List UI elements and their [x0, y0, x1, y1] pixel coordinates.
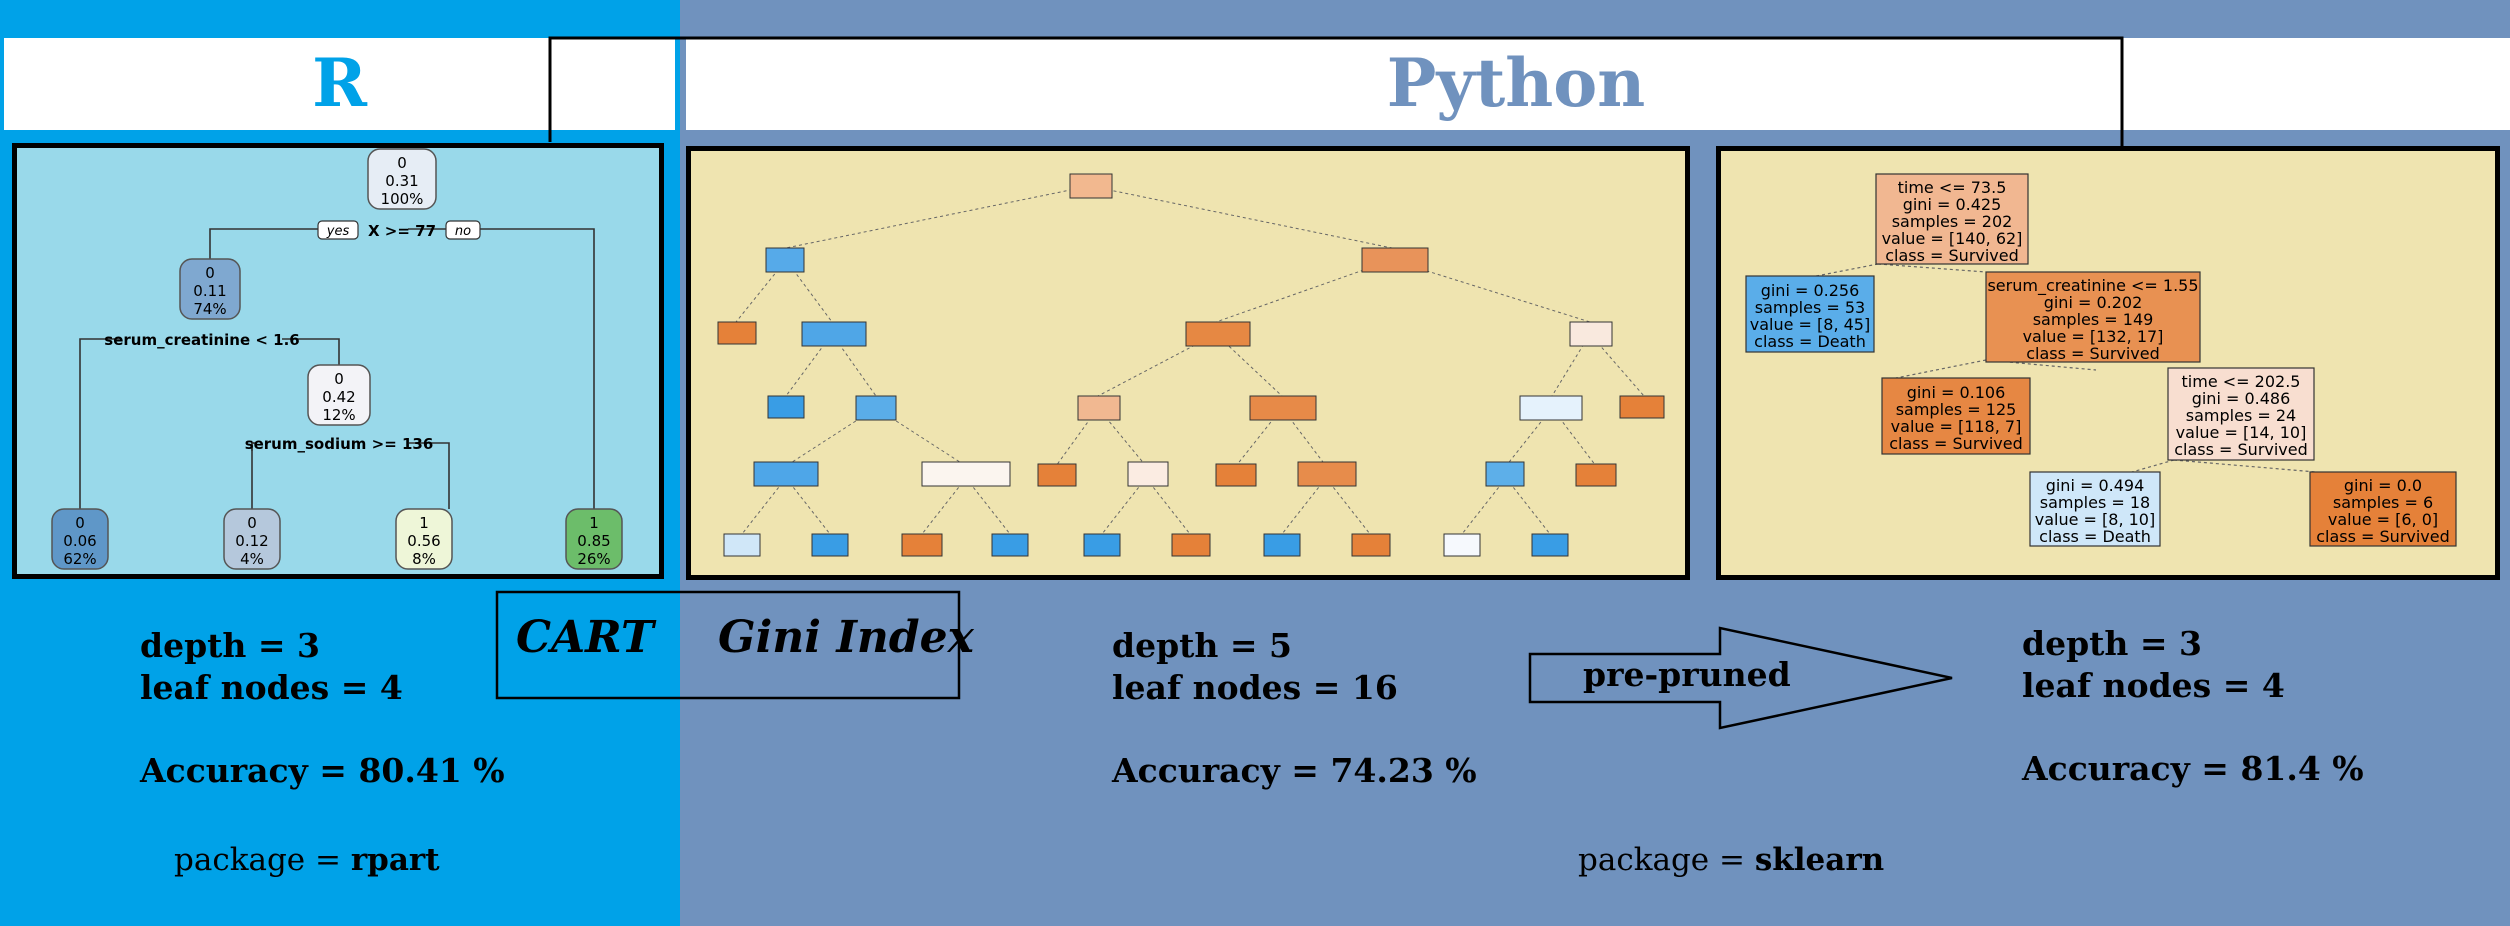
svg-text:gini = 0.256: gini = 0.256	[1761, 281, 1860, 300]
r-split-1: X >= 77	[368, 222, 436, 240]
svg-text:gini = 0.106: gini = 0.106	[1907, 383, 2006, 402]
svg-text:74%: 74%	[193, 300, 226, 318]
r-split-2: serum_creatinine < 1.6	[104, 331, 299, 349]
svg-text:1: 1	[419, 514, 429, 532]
pruned-node-6	[2309, 471, 2457, 547]
svg-text:time <= 202.5: time <= 202.5	[2182, 372, 2301, 391]
svg-text:samples = 24: samples = 24	[2186, 406, 2296, 425]
svg-text:samples = 53: samples = 53	[1755, 298, 1865, 317]
svg-text:0: 0	[397, 154, 407, 172]
svg-text:time <= 73.5: time <= 73.5	[1898, 178, 2007, 197]
python-full-depth: depth = 5	[1112, 626, 1292, 665]
r-banner: R	[4, 38, 675, 130]
svg-text:class = Survived: class = Survived	[2174, 440, 2308, 459]
r-leaf-3	[395, 508, 453, 570]
r-node-2	[179, 258, 241, 320]
python-full-tree-panel	[686, 146, 1690, 580]
pre-pruned-label: pre-pruned	[1583, 655, 1791, 694]
python-banner: Python	[686, 38, 2510, 130]
svg-text:samples = 202: samples = 202	[1892, 212, 2013, 231]
python-package: package = sklearn	[1578, 842, 1885, 878]
svg-text:samples = 6: samples = 6	[2333, 493, 2433, 512]
pruned-node-3	[1881, 377, 2031, 455]
svg-text:0.56: 0.56	[407, 532, 440, 550]
gini-index-label: Gini Index	[718, 612, 974, 663]
svg-text:class = Death: class = Death	[2039, 527, 2151, 546]
svg-text:yes: yes	[326, 224, 350, 239]
r-title: R	[312, 44, 367, 122]
svg-text:value = [8, 45]: value = [8, 45]	[1750, 315, 1870, 334]
pruned-node-5	[2029, 471, 2161, 547]
svg-text:gini = 0.486: gini = 0.486	[2192, 389, 2291, 408]
python-full-accuracy: Accuracy = 74.23 %	[1112, 751, 1477, 790]
svg-text:0.06: 0.06	[63, 532, 96, 550]
python-title: Python	[1386, 44, 1646, 122]
r-tree-panel	[12, 143, 664, 579]
svg-text:gini = 0.0: gini = 0.0	[2344, 476, 2422, 495]
svg-text:0.42: 0.42	[322, 388, 355, 406]
svg-text:gini = 0.425: gini = 0.425	[1903, 195, 2002, 214]
svg-text:value = [14, 10]: value = [14, 10]	[2176, 423, 2307, 442]
python-pruned-accuracy: Accuracy = 81.4 %	[2022, 749, 2364, 788]
svg-text:26%: 26%	[577, 550, 610, 568]
svg-text:serum_creatinine <= 1.55: serum_creatinine <= 1.55	[1987, 276, 2198, 296]
svg-text:100%: 100%	[381, 190, 424, 208]
pruned-node-2	[1985, 271, 2201, 363]
svg-text:samples = 149: samples = 149	[2033, 310, 2154, 329]
svg-text:12%: 12%	[322, 406, 355, 424]
r-leaf-2	[223, 508, 281, 570]
svg-text:gini = 0.494: gini = 0.494	[2046, 476, 2145, 495]
svg-text:0.12: 0.12	[235, 532, 268, 550]
svg-text:value = [132, 17]: value = [132, 17]	[2023, 327, 2164, 346]
python-full-leaf-nodes: leaf nodes = 16	[1112, 668, 1398, 707]
pre-pruned-arrow	[1528, 626, 1953, 730]
svg-text:0: 0	[75, 514, 85, 532]
r-no-label	[445, 220, 481, 240]
svg-text:0: 0	[205, 264, 215, 282]
r-leaf-nodes: leaf nodes = 4	[140, 668, 403, 707]
svg-text:class = Survived: class = Survived	[2026, 344, 2160, 363]
svg-text:0: 0	[334, 370, 344, 388]
svg-text:no: no	[455, 224, 471, 239]
python-full-decision-tree	[717, 173, 1665, 557]
svg-text:value = [8, 10]: value = [8, 10]	[2035, 510, 2155, 529]
svg-text:class = Survived: class = Survived	[1889, 434, 2023, 453]
r-leaf-4	[565, 508, 623, 570]
r-node-3	[307, 364, 371, 426]
python-pruned-leaf-nodes: leaf nodes = 4	[2022, 666, 2285, 705]
r-split-3: serum_sodium >= 136	[245, 435, 434, 453]
svg-text:1: 1	[589, 514, 599, 532]
r-depth: depth = 3	[140, 626, 320, 665]
r-accuracy: Accuracy = 80.41 %	[140, 751, 505, 790]
r-decision-tree: 0 0.31 100% yes no X >= 77 0 0.11 74% se…	[51, 148, 623, 570]
svg-text:value = [6, 0]: value = [6, 0]	[2328, 510, 2438, 529]
cart-label: CART	[516, 612, 654, 663]
python-pruned-decision-tree: time <= 73.5 gini = 0.425 samples = 202 …	[1745, 173, 2457, 547]
svg-text:0.11: 0.11	[193, 282, 226, 300]
r-yes-label	[317, 220, 359, 240]
pruned-root-node	[1875, 173, 2029, 265]
pruned-node-1	[1745, 275, 1875, 353]
svg-text:0.85: 0.85	[577, 532, 610, 550]
svg-text:8%: 8%	[412, 550, 436, 568]
svg-text:samples = 18: samples = 18	[2040, 493, 2150, 512]
svg-text:samples = 125: samples = 125	[1896, 400, 2017, 419]
svg-text:4%: 4%	[240, 550, 264, 568]
r-package: package = rpart	[174, 842, 440, 878]
svg-text:value = [140, 62]: value = [140, 62]	[1882, 229, 2023, 248]
r-leaf-1	[51, 508, 109, 570]
svg-text:gini = 0.202: gini = 0.202	[2044, 293, 2143, 312]
svg-text:0: 0	[247, 514, 257, 532]
svg-text:class = Survived: class = Survived	[2316, 527, 2450, 546]
r-root-node	[367, 148, 437, 210]
svg-text:class = Survived: class = Survived	[1885, 246, 2019, 265]
svg-text:62%: 62%	[63, 550, 96, 568]
svg-text:value = [118, 7]: value = [118, 7]	[1891, 417, 2022, 436]
pruned-node-4	[2167, 367, 2315, 461]
svg-text:0.31: 0.31	[385, 172, 418, 190]
python-pruned-depth: depth = 3	[2022, 624, 2202, 663]
svg-text:class = Death: class = Death	[1754, 332, 1866, 351]
